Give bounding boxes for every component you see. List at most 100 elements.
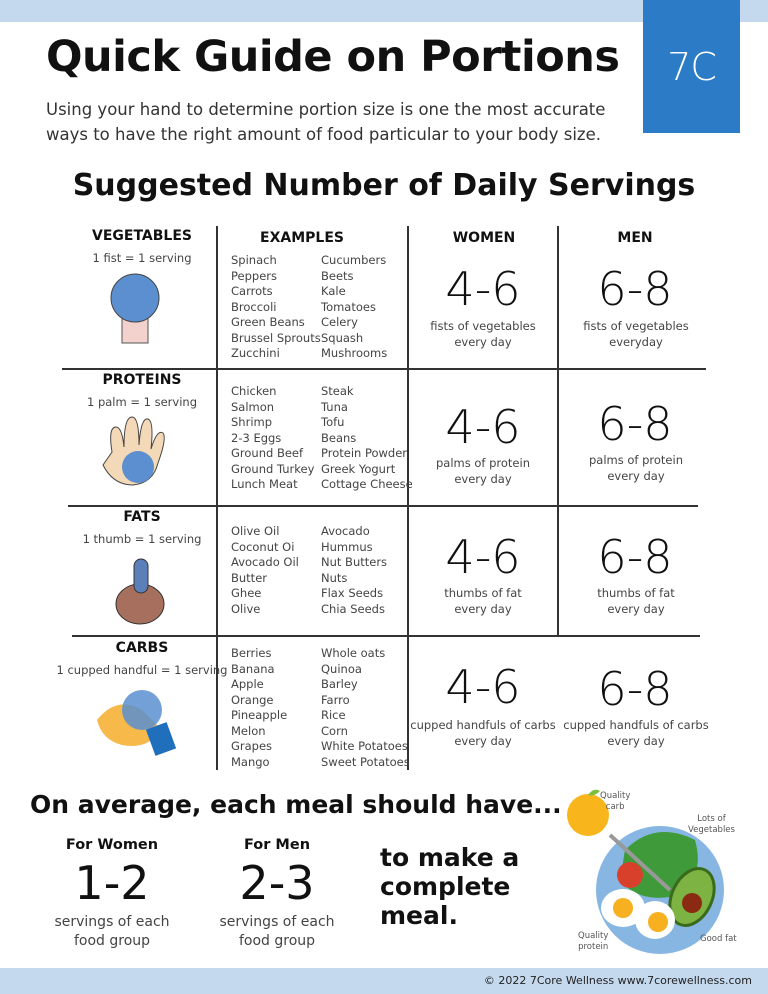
line: cupped handfuls of carbs [563, 718, 709, 732]
serving-rule: 1 thumb = 1 serving [82, 532, 202, 546]
example-item: Pineapple [231, 708, 288, 722]
brand-logo: 7C [643, 0, 740, 133]
label-vegetables: Lots of Vegetables [688, 814, 735, 836]
women-servings-desc: cupped handfuls of carbs every day [398, 717, 568, 749]
example-item: Cottage Cheese [321, 477, 413, 491]
women-servings: 4-6 [445, 660, 521, 714]
desc-line: food group [73, 933, 151, 949]
examples-list: Chicken Salmon Shrimp 2-3 Eggs Ground Beef Gr… [231, 384, 314, 493]
examples-header: EXAMPLES [260, 230, 344, 246]
examples-list: Berries Banana Apple Orange Pineapple Melon Gr… [231, 646, 287, 770]
top-bar [0, 0, 768, 22]
women-servings: 4-6 [445, 530, 521, 584]
example-item: Banana [231, 661, 275, 676]
example-item: Carrots [231, 284, 273, 298]
example-item: Squash [321, 330, 364, 345]
divider [72, 635, 700, 637]
women-header: WOMEN [452, 230, 516, 246]
example-item: 2-3 Eggs [231, 430, 282, 445]
men-meal-label: For Men [243, 837, 311, 853]
divider [62, 368, 706, 370]
example-item: Spinach [231, 253, 277, 267]
line: every day [607, 734, 665, 748]
examples-list: Spinach Peppers Carrots Broccoli Green Beans… [231, 253, 321, 362]
men-servings: 6-8 [597, 262, 673, 316]
men-meal-value: 2-3 [239, 856, 315, 910]
divider [557, 226, 559, 636]
men-servings-desc: fists of vegetables everyday [551, 318, 721, 350]
example-item: Green Beans [231, 315, 305, 329]
line: complete [380, 872, 511, 901]
divider [407, 226, 409, 770]
tomato-icon [617, 862, 643, 888]
example-item: Broccoli [231, 299, 277, 314]
fist-icon [110, 273, 160, 344]
example-item: Cucumbers [321, 253, 387, 267]
example-item: Chicken [231, 384, 277, 398]
label-quality-carb: Quality carb [600, 791, 630, 813]
footer-bar [0, 968, 768, 994]
example-item: Quinoa [321, 661, 362, 676]
leaf-icon [588, 789, 600, 796]
group-name: VEGETABLES [92, 228, 192, 244]
example-item: Brussel Sprouts [231, 330, 321, 345]
serving-rule: 1 cupped handful = 1 serving [56, 663, 228, 677]
example-item: Kale [321, 284, 346, 298]
line: carb [605, 802, 625, 812]
example-item: Greek Yogurt [321, 461, 396, 476]
men-servings-desc: thumbs of fat every day [551, 585, 721, 617]
egg-icon [648, 912, 668, 932]
line: Vegetables [688, 825, 735, 835]
line: every day [454, 335, 512, 349]
example-item: Flax Seeds [321, 586, 384, 600]
meal-heading: On average, each meal should have... [30, 790, 562, 819]
women-meal-label: For Women [65, 837, 159, 853]
example-item: Coconut Oi [231, 539, 295, 554]
line: every day [607, 602, 665, 616]
example-item: Apple [231, 677, 264, 691]
women-servings: 4-6 [445, 400, 521, 454]
examples-list: Steak Tuna Tofu Beans Protein Powder Greek Yo… [321, 384, 413, 493]
example-item: Melon [231, 723, 266, 738]
line: protein [578, 942, 609, 952]
example-item: Orange [231, 692, 274, 707]
example-item: Grapes [231, 739, 273, 753]
men-header: MEN [617, 230, 653, 246]
example-item: Avocado [321, 524, 370, 538]
example-item: Tuna [321, 399, 348, 414]
group-name: PROTEINS [102, 372, 182, 388]
women-meal-value: 1-2 [74, 856, 150, 910]
example-item: Olive Oil [231, 524, 280, 538]
example-item: White Potatoes [321, 739, 408, 753]
line: meal. [380, 901, 458, 930]
example-item: Ground Beef [231, 446, 304, 460]
examples-list: Whole oats Quinoa Barley Farro Rice Corn White… [321, 646, 410, 770]
plate-illustration [567, 789, 724, 954]
example-item: Steak [321, 384, 354, 398]
example-item: Barley [321, 677, 358, 691]
line: thumbs of fat [597, 586, 675, 600]
fork-icon [608, 833, 672, 892]
example-item: Sweet Potatoes [321, 754, 410, 769]
example-item: Nuts [321, 570, 348, 585]
cupped-hand-icon [97, 690, 177, 756]
examples-list: Olive Oil Coconut Oi Avocado Oil Butter Ghee… [231, 524, 299, 617]
line: to make a [380, 843, 520, 872]
women-meal-desc: servings of each food group [32, 913, 192, 951]
example-item: Butter [231, 570, 267, 585]
example-item: Nut Butters [321, 555, 388, 569]
palm-icon [102, 416, 165, 486]
example-item: Chia Seeds [321, 601, 385, 616]
men-meal-desc: servings of each food group [197, 913, 357, 951]
men-servings: 6-8 [597, 662, 673, 716]
line: Lots of [697, 814, 726, 824]
line: Quality [578, 931, 609, 941]
page-title: Quick Guide on Portions [46, 32, 620, 82]
example-item: Avocado Oil [231, 555, 299, 569]
serving-rule: 1 fist = 1 serving [92, 251, 192, 265]
men-servings-desc: cupped handfuls of carbs every day [551, 717, 721, 749]
men-servings: 6-8 [597, 397, 673, 451]
examples-list: Avocado Hummus Nut Butters Nuts Flax Seeds Ch… [321, 524, 387, 617]
example-item: Berries [231, 646, 272, 660]
example-item: Peppers [231, 268, 277, 283]
